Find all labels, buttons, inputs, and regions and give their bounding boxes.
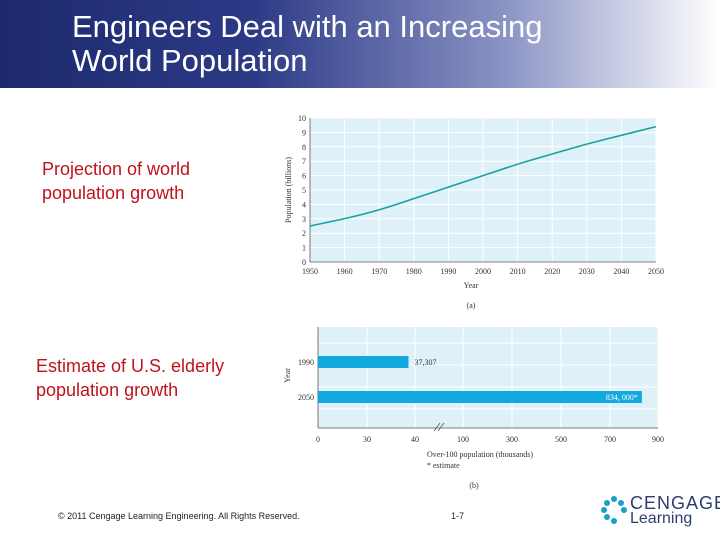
bar (318, 391, 642, 403)
y-tick-label: 9 (302, 128, 306, 137)
x-axis-label: Year (464, 281, 479, 290)
y-tick-label: 4 (302, 200, 306, 209)
page-number: 1-7 (451, 511, 465, 521)
plot-area (318, 327, 658, 428)
x-tick-label: 2010 (510, 267, 526, 276)
x-tick-label: 100 (457, 435, 469, 444)
y-axis-label: Year (283, 368, 292, 383)
y-tick-label: 3 (302, 215, 306, 224)
x-tick-label: 500 (555, 435, 567, 444)
y-tick-label: 2050 (298, 393, 314, 402)
x-tick-label: 2000 (475, 267, 491, 276)
bar-value-label: 37,307 (414, 358, 436, 367)
world-chart-caption: Projection of world population growth (42, 157, 190, 205)
slide-title: Engineers Deal with an Increasing World … (72, 10, 672, 78)
slide-title-line-1: Engineers Deal with an Increasing (72, 9, 543, 44)
x-tick-label: 2020 (544, 267, 560, 276)
x-tick-label: 2040 (613, 267, 629, 276)
logo-wordmark-bottom: Learning (630, 510, 693, 527)
x-axis-label: Over-100 population (thousands) (427, 450, 533, 459)
y-tick-label: 1990 (298, 358, 314, 367)
panel-label: (b) (469, 481, 479, 490)
x-tick-label: 1960 (337, 267, 353, 276)
y-tick-label: 10 (298, 114, 306, 123)
world-caption-line-2: population growth (42, 183, 185, 203)
us-chart-caption: Estimate of U.S. elderly population grow… (36, 354, 224, 402)
axis-break-mark (437, 422, 445, 432)
y-tick-label: 2 (302, 229, 306, 238)
x-tick-label: 1980 (406, 267, 422, 276)
y-tick-label: 5 (302, 186, 306, 195)
y-tick-label: 7 (302, 157, 306, 166)
series-line (309, 125, 657, 227)
x-tick-label: 700 (604, 435, 616, 444)
x-tick-label: 2030 (579, 267, 595, 276)
x-tick-label: 40 (411, 435, 419, 444)
copyright-text: © 2011 Cengage Learning Engineering. All… (58, 511, 300, 521)
x-tick-label: 0 (316, 435, 320, 444)
x-tick-label: 1970 (371, 267, 387, 276)
title-bar: Engineers Deal with an Increasing World … (0, 0, 720, 88)
us-caption-line-1: Estimate of U.S. elderly (36, 356, 225, 376)
y-tick-label: 6 (302, 172, 306, 181)
x-tick-label: 300 (506, 435, 518, 444)
logo-wordmark-top: CENGAGE (630, 493, 720, 513)
y-tick-label: 1 (302, 244, 306, 253)
x-tick-label: 30 (363, 435, 371, 444)
x-tick-label: 900 (652, 435, 664, 444)
axis-break-mark (433, 422, 441, 432)
bar-value-label: 834, 000* (606, 393, 638, 402)
estimate-note: * estimate (427, 461, 460, 470)
x-tick-label: 1950 (302, 267, 318, 276)
cengage-logo: CENGAGE Learning (600, 493, 720, 529)
y-tick-label: 0 (302, 258, 306, 267)
x-tick-label: 2050 (648, 267, 664, 276)
panel-label: (a) (467, 301, 476, 310)
y-tick-label: 8 (302, 143, 306, 152)
slide-title-line-2: World Population (72, 43, 308, 78)
x-tick-label: 1990 (440, 267, 456, 276)
bar (318, 356, 409, 368)
y-axis-label: Population (billions) (284, 157, 293, 223)
world-caption-line-1: Projection of world (42, 159, 191, 179)
cengage-dots-icon (601, 496, 627, 524)
us-caption-line-2: population growth (36, 380, 179, 400)
